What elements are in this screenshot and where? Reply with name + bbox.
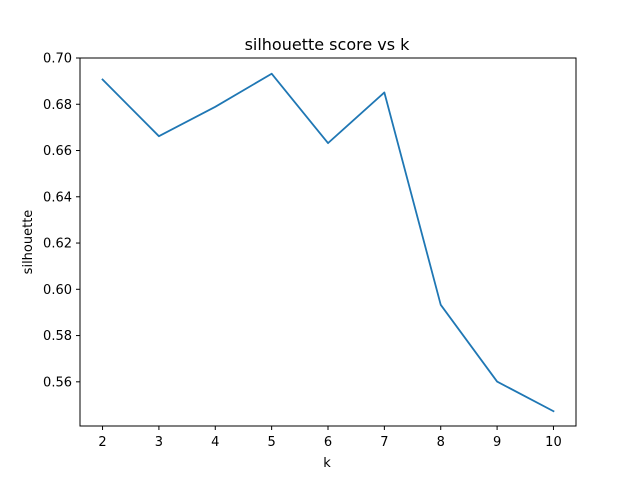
x-tick-label: 6: [324, 435, 332, 450]
x-tick-label: 2: [98, 435, 106, 450]
chart-title: silhouette score vs k: [245, 35, 411, 54]
y-tick-label: 0.58: [43, 329, 72, 344]
x-tick-label: 7: [380, 435, 388, 450]
y-tick-label: 0.60: [43, 283, 72, 298]
x-tick-label: 8: [437, 435, 445, 450]
y-tick-label: 0.62: [43, 237, 72, 252]
x-tick-label: 3: [155, 435, 163, 450]
y-tick-label: 0.56: [43, 375, 72, 390]
x-tick-label: 4: [211, 435, 219, 450]
y-tick-label: 0.64: [43, 190, 72, 205]
x-tick-label: 10: [545, 435, 562, 450]
x-axis-label: k: [323, 456, 331, 471]
y-axis-label: silhouette: [21, 210, 36, 275]
y-tick-label: 0.70: [43, 52, 72, 67]
x-tick-label: 5: [267, 435, 275, 450]
y-tick-label: 0.68: [43, 98, 72, 113]
y-tick-label: 0.66: [43, 144, 72, 159]
series-line-0: [101, 72, 555, 413]
plot-area: 2 3 4 5 6 7 8 9 10 0.56 0.58 0.60 0.62 0.64 0.66 0.68 0.…: [43, 52, 577, 450]
x-tick-label: 9: [493, 435, 501, 450]
